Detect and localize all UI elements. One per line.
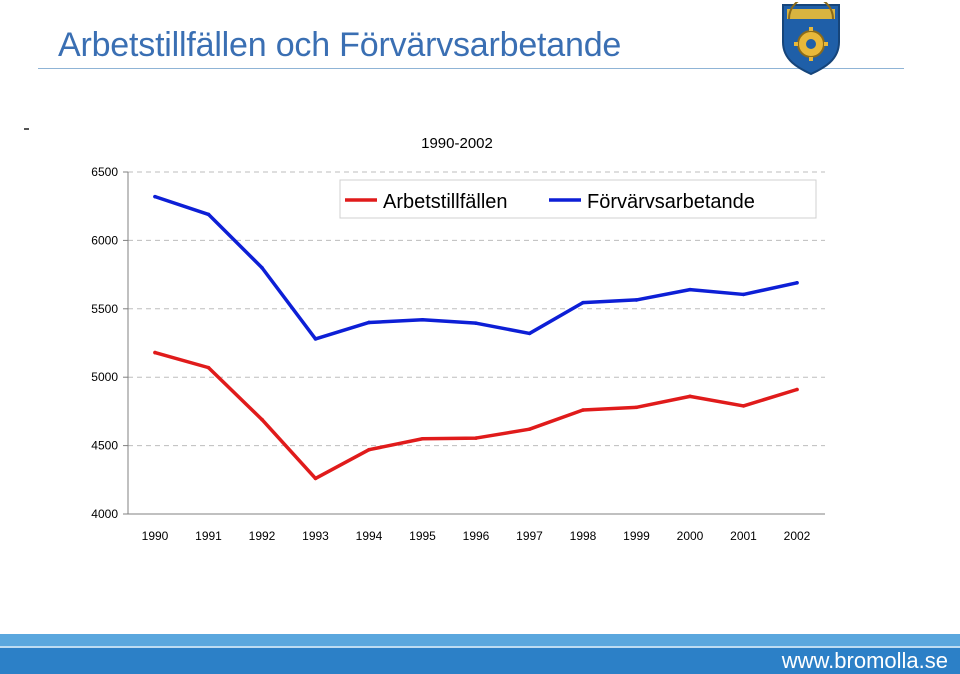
x-tick-label: 1991 — [195, 529, 222, 543]
x-tick-label: 1999 — [623, 529, 650, 543]
data-point — [260, 417, 264, 422]
x-tick-label: 2002 — [784, 529, 811, 543]
x-tick-label: 1995 — [409, 529, 436, 543]
data-point — [313, 337, 318, 341]
x-tick-label: 1997 — [516, 529, 543, 543]
line-chart: 4000 4500 5000 5500 6000 6500 1990 1991 1992 1993… — [91, 135, 825, 543]
data-point — [688, 394, 692, 399]
x-tick-label: 1993 — [302, 529, 329, 543]
footer-band-dark — [0, 648, 960, 674]
data-point — [206, 212, 211, 217]
data-point — [581, 408, 585, 412]
data-point — [688, 287, 692, 292]
footer-band-light — [0, 634, 960, 648]
y-tick-label: 5500 — [91, 302, 118, 316]
x-tick-label: 1990 — [142, 529, 169, 543]
data-point — [741, 292, 746, 297]
data-point — [260, 265, 264, 270]
page-title: Arbetstillfällen och Förvärvsarbetande — [58, 26, 622, 64]
data-point — [153, 194, 157, 199]
data-point — [634, 298, 639, 302]
data-point — [795, 387, 799, 392]
footer-band-divider — [0, 646, 960, 648]
data-point — [634, 405, 639, 410]
data-point — [741, 404, 746, 408]
legend-label: Förvärvsarbetande — [587, 191, 755, 213]
data-point — [474, 436, 478, 440]
data-point — [795, 281, 799, 285]
y-tick-label: 4500 — [91, 439, 118, 453]
y-tick-label: 6000 — [91, 233, 118, 247]
chart-title: 1990-2002 — [421, 135, 493, 152]
y-tick-label: 5000 — [91, 370, 118, 384]
data-point — [527, 331, 532, 336]
x-tick-label: 1992 — [249, 529, 276, 543]
footer-url[interactable]: www.bromolla.se — [781, 648, 948, 673]
x-tick-label: 1998 — [570, 529, 597, 543]
y-tick-label: 4000 — [91, 507, 118, 521]
x-tick-label: 1994 — [356, 529, 383, 543]
data-point — [206, 365, 211, 370]
legend-label: Arbetstillfällen — [383, 191, 508, 213]
data-point — [420, 317, 425, 322]
y-tick-label: 6500 — [91, 165, 118, 179]
x-tick-label: 1996 — [463, 529, 490, 543]
footer-band: www.bromolla.se — [0, 634, 960, 674]
data-point — [581, 300, 585, 305]
data-point — [527, 427, 532, 431]
data-point — [474, 321, 478, 325]
data-point — [367, 447, 371, 452]
decorative-dash — [24, 128, 29, 130]
data-point — [153, 350, 157, 355]
x-tick-label: 2000 — [677, 529, 704, 543]
title-divider — [38, 68, 904, 69]
x-tick-label: 2001 — [730, 529, 757, 543]
series-line — [153, 350, 799, 481]
data-point — [420, 436, 425, 441]
data-point — [367, 320, 371, 325]
data-point — [313, 476, 318, 481]
municipal-coat-of-arms-icon — [782, 2, 840, 76]
